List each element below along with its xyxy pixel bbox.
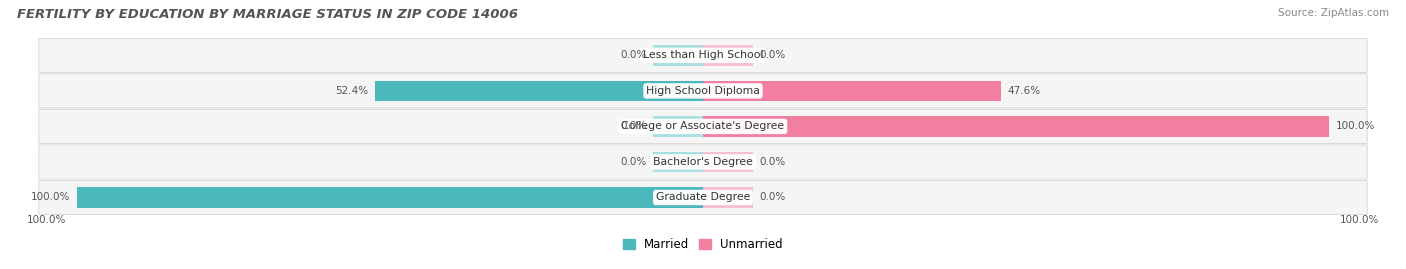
FancyBboxPatch shape — [39, 109, 1367, 143]
Bar — [375, 81, 703, 101]
Bar — [652, 152, 703, 172]
Text: 0.0%: 0.0% — [620, 157, 647, 167]
Text: Bachelor's Degree: Bachelor's Degree — [652, 157, 754, 167]
Text: 0.0%: 0.0% — [759, 50, 786, 60]
Text: High School Diploma: High School Diploma — [647, 86, 759, 96]
Text: 100.0%: 100.0% — [27, 214, 66, 225]
Text: Source: ZipAtlas.com: Source: ZipAtlas.com — [1278, 8, 1389, 18]
Text: FERTILITY BY EDUCATION BY MARRIAGE STATUS IN ZIP CODE 14006: FERTILITY BY EDUCATION BY MARRIAGE STATU… — [17, 8, 517, 21]
Text: College or Associate's Degree: College or Associate's Degree — [621, 121, 785, 132]
Text: 0.0%: 0.0% — [759, 157, 786, 167]
Bar — [77, 187, 703, 208]
Bar — [703, 152, 754, 172]
Legend: Married, Unmarried: Married, Unmarried — [619, 234, 787, 256]
Bar — [703, 45, 754, 66]
FancyBboxPatch shape — [39, 145, 1367, 179]
FancyBboxPatch shape — [39, 180, 1367, 215]
Text: 0.0%: 0.0% — [620, 50, 647, 60]
Text: 100.0%: 100.0% — [1340, 214, 1379, 225]
Text: 52.4%: 52.4% — [336, 86, 368, 96]
Text: 0.0%: 0.0% — [759, 193, 786, 203]
Text: 100.0%: 100.0% — [1336, 121, 1375, 132]
Text: 0.0%: 0.0% — [620, 121, 647, 132]
Bar — [652, 45, 703, 66]
Text: Less than High School: Less than High School — [643, 50, 763, 60]
FancyBboxPatch shape — [39, 74, 1367, 108]
Bar — [652, 116, 703, 137]
Bar — [703, 187, 754, 208]
Text: Graduate Degree: Graduate Degree — [655, 193, 751, 203]
Text: 100.0%: 100.0% — [31, 193, 70, 203]
Bar — [703, 116, 1329, 137]
Bar — [703, 81, 1001, 101]
Text: 47.6%: 47.6% — [1007, 86, 1040, 96]
FancyBboxPatch shape — [39, 38, 1367, 72]
